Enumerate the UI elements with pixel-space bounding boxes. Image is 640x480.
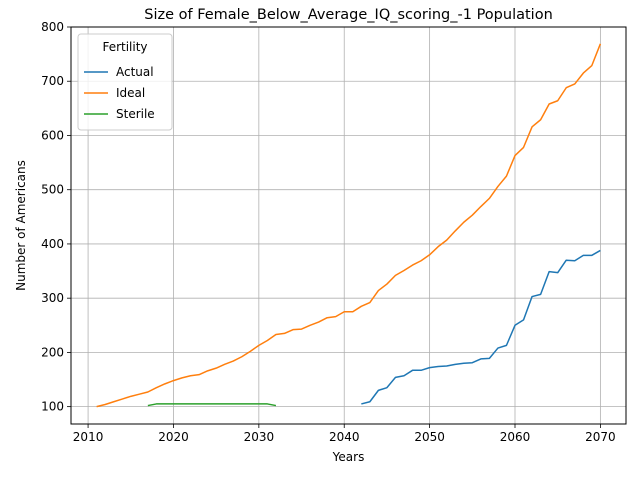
y-axis-ticks: 100 200 300 400 500 600 700 800 bbox=[41, 20, 71, 414]
y-tick-label: 200 bbox=[41, 345, 64, 359]
chart-title: Size of Female_Below_Average_IQ_scoring_… bbox=[144, 7, 553, 23]
x-tick-label: 2060 bbox=[500, 430, 531, 444]
series-line-sterile bbox=[147, 403, 277, 407]
x-axis-ticks: 2010 2020 2030 2040 2050 2060 2070 bbox=[73, 424, 616, 444]
y-tick-label: 600 bbox=[41, 128, 64, 142]
plot-frame bbox=[70, 26, 627, 425]
legend-box bbox=[77, 33, 173, 131]
y-tick-label: 300 bbox=[41, 291, 64, 305]
x-tick-label: 2040 bbox=[329, 430, 360, 444]
legend-title: Fertility bbox=[102, 40, 147, 54]
x-tick-label: 2030 bbox=[244, 430, 275, 444]
y-tick-label: 400 bbox=[41, 237, 64, 251]
legend-entry: Actual bbox=[116, 65, 154, 79]
series-lines bbox=[96, 43, 602, 408]
legend-entry: Sterile bbox=[116, 107, 155, 121]
y-tick-label: 100 bbox=[41, 400, 64, 414]
y-tick-label: 800 bbox=[41, 20, 64, 34]
x-tick-label: 2010 bbox=[73, 430, 104, 444]
x-tick-label: 2050 bbox=[414, 430, 445, 444]
legend-entry: Ideal bbox=[116, 86, 145, 100]
series-line-actual bbox=[361, 249, 601, 405]
x-tick-label: 2020 bbox=[158, 430, 189, 444]
y-tick-label: 700 bbox=[41, 74, 64, 88]
x-axis-title: Years bbox=[332, 450, 365, 464]
x-tick-label: 2070 bbox=[585, 430, 616, 444]
y-axis-title: Number of Americans bbox=[14, 160, 28, 291]
series-line-ideal bbox=[96, 43, 602, 408]
y-tick-label: 500 bbox=[41, 183, 64, 197]
legend: Fertility Actual Ideal Sterile bbox=[77, 33, 173, 131]
